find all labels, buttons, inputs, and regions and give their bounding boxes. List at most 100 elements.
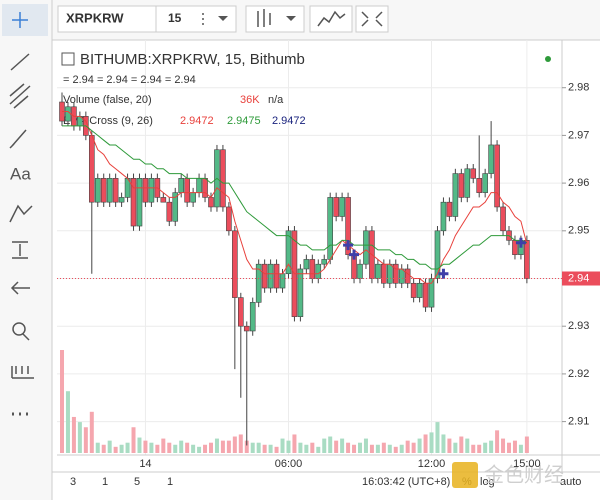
volume-bar bbox=[369, 444, 374, 453]
volume-bar bbox=[477, 444, 482, 453]
candle-body bbox=[297, 268, 304, 317]
range-button[interactable]: 1 bbox=[102, 476, 108, 488]
collapse-icon[interactable] bbox=[61, 52, 75, 66]
candle-body bbox=[100, 178, 107, 203]
volume-bar bbox=[71, 416, 76, 453]
watermark: 金色财经 bbox=[484, 463, 564, 486]
volume-bar bbox=[65, 391, 70, 453]
candle-body bbox=[321, 259, 328, 265]
ohlc-legend: = 2.94 = 2.94 = 2.94 = 2.94 bbox=[63, 74, 196, 86]
pattern-tool-icon[interactable] bbox=[9, 204, 33, 223]
cross-marker bbox=[349, 249, 360, 260]
volume-bar bbox=[89, 411, 94, 453]
candle-body bbox=[190, 192, 196, 203]
volume-bar bbox=[77, 422, 82, 453]
candle-body bbox=[386, 263, 393, 284]
candle-body bbox=[434, 230, 441, 279]
candle-body bbox=[410, 282, 417, 298]
candle-body bbox=[249, 302, 256, 332]
volume-bar bbox=[381, 442, 386, 453]
candle-body bbox=[106, 178, 113, 203]
volume-bar bbox=[286, 440, 291, 453]
candle-body bbox=[243, 325, 250, 332]
volume-bar bbox=[167, 442, 172, 453]
candle-body bbox=[172, 192, 179, 222]
volume-bar bbox=[363, 438, 368, 453]
ema-line bbox=[62, 111, 528, 284]
volume-value: 36K bbox=[240, 94, 260, 106]
measure-tool-icon[interactable] bbox=[12, 241, 28, 259]
brush-tool-icon[interactable] bbox=[9, 129, 27, 149]
candle-body bbox=[273, 263, 280, 289]
chart-type-box[interactable] bbox=[245, 5, 305, 33]
candle-body bbox=[392, 263, 399, 284]
range-button[interactable]: 1 bbox=[167, 476, 173, 488]
volume-bar bbox=[226, 440, 231, 453]
x-tick-label: 15:00 bbox=[513, 458, 541, 470]
line-tool-icon[interactable] bbox=[10, 53, 30, 71]
volume-bar bbox=[161, 438, 166, 453]
volume-bar bbox=[220, 440, 225, 453]
candle-body bbox=[488, 144, 494, 174]
clock: 16:03:42 (UTC+8) bbox=[362, 476, 450, 488]
candle-body bbox=[160, 197, 167, 203]
scale-button[interactable]: log bbox=[480, 476, 495, 488]
volume-bar bbox=[298, 442, 303, 453]
volume-bar bbox=[447, 438, 452, 453]
volume-bar bbox=[524, 436, 529, 453]
volume-bar bbox=[512, 440, 517, 453]
candle-body bbox=[333, 197, 339, 217]
fullscreen-button[interactable] bbox=[355, 5, 389, 33]
candle-body bbox=[178, 178, 184, 193]
candle-body bbox=[232, 230, 238, 298]
symbol[interactable]: XRPKRW bbox=[66, 10, 124, 25]
volume-bar bbox=[375, 444, 380, 453]
fib-tool-icon[interactable] bbox=[9, 83, 31, 109]
dropdown-icon[interactable] bbox=[286, 16, 296, 21]
zoom-icon[interactable] bbox=[12, 322, 26, 336]
volume-bar bbox=[155, 444, 160, 453]
text-tool[interactable]: Aa bbox=[10, 164, 31, 183]
volume-bar bbox=[185, 442, 190, 453]
candle-body bbox=[315, 263, 322, 279]
volume-bar bbox=[322, 438, 327, 453]
candle-body bbox=[327, 197, 334, 260]
ema-value: 2.9472 bbox=[180, 115, 214, 127]
volume-bar bbox=[179, 440, 184, 453]
interval[interactable]: 15 bbox=[168, 11, 182, 25]
candle-body bbox=[357, 263, 363, 279]
volume-bar bbox=[352, 444, 357, 453]
volume-bar bbox=[137, 437, 142, 453]
symbol-box[interactable] bbox=[57, 5, 157, 33]
dropdown-icon[interactable] bbox=[218, 16, 228, 21]
volume-bar bbox=[250, 442, 255, 453]
volume-bar bbox=[334, 440, 339, 453]
candle-body bbox=[482, 173, 488, 193]
volume-bar bbox=[429, 432, 434, 453]
candle-body bbox=[303, 259, 310, 270]
volume-bar bbox=[310, 442, 315, 453]
volume-bar bbox=[268, 444, 273, 453]
volume-bar bbox=[60, 350, 64, 453]
volume-bar bbox=[518, 444, 523, 453]
volume-bar bbox=[483, 442, 488, 453]
volume-bar bbox=[304, 444, 309, 453]
volume-bar bbox=[328, 436, 333, 453]
candle-body bbox=[255, 263, 262, 303]
y-tick-label: 2.95 bbox=[568, 225, 589, 237]
volume-bar bbox=[417, 438, 422, 453]
volume-bar bbox=[131, 427, 136, 453]
volume-bar bbox=[214, 438, 219, 453]
volume-bar bbox=[274, 446, 279, 453]
candle-body bbox=[452, 173, 459, 217]
ruler-icon[interactable] bbox=[11, 366, 34, 379]
scale-button[interactable]: auto bbox=[560, 476, 581, 488]
volume-bar bbox=[143, 440, 148, 453]
back-icon[interactable] bbox=[10, 281, 30, 295]
volume-bar bbox=[292, 434, 297, 453]
volume-bar bbox=[149, 442, 154, 453]
range-button[interactable]: 3 bbox=[70, 476, 76, 488]
candle-body bbox=[345, 197, 351, 255]
range-button[interactable]: 5 bbox=[134, 476, 140, 488]
cross-marker bbox=[438, 268, 449, 279]
